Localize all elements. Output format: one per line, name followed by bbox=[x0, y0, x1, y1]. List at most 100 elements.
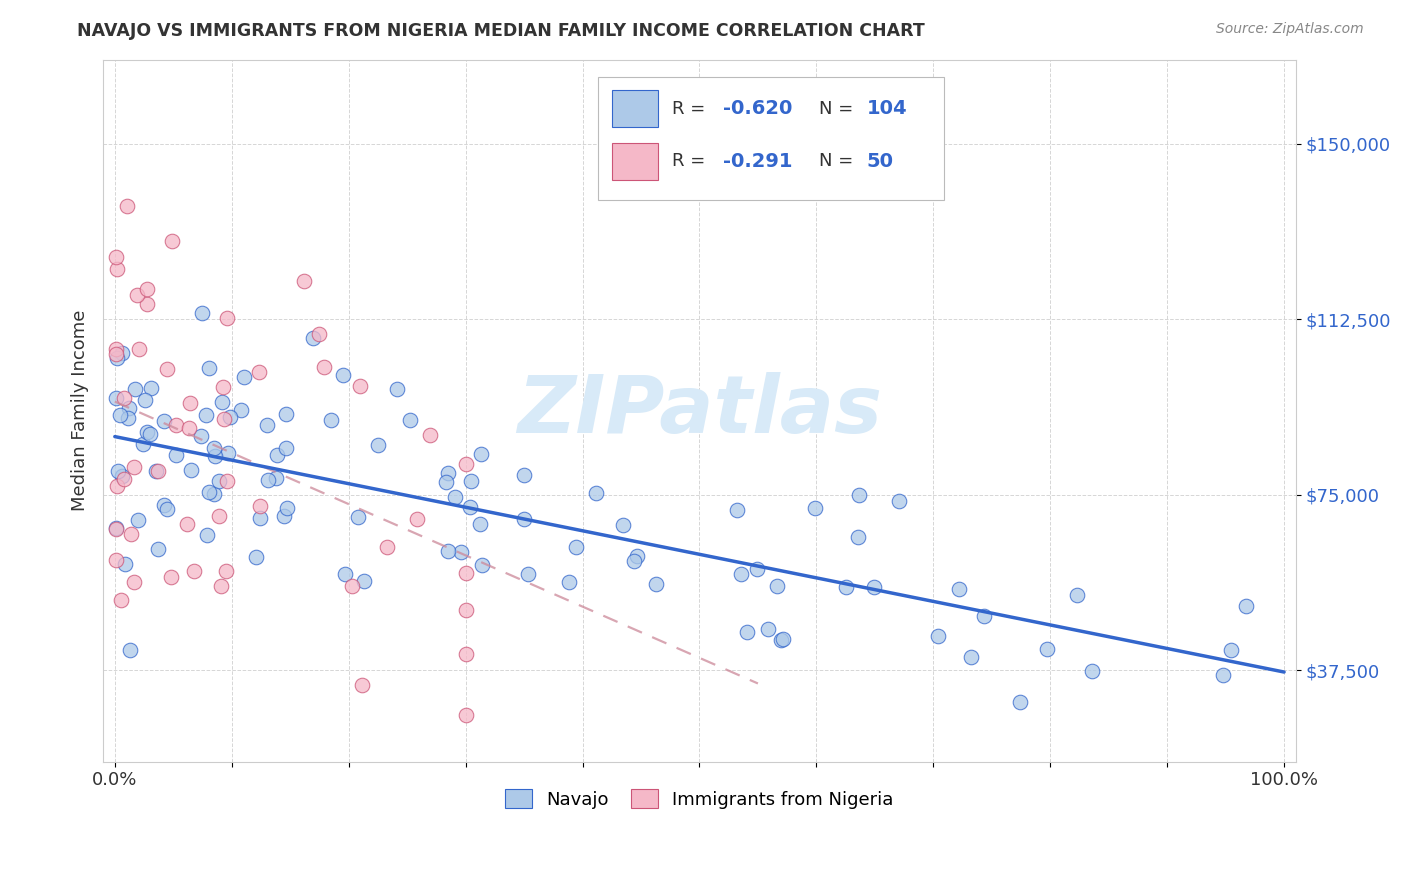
Point bbox=[214, 564, 236, 578]
Point bbox=[517, 567, 540, 582]
Point bbox=[127, 513, 149, 527]
Point bbox=[104, 347, 127, 361]
Point bbox=[312, 360, 335, 375]
Point bbox=[128, 342, 150, 356]
Point bbox=[104, 392, 127, 406]
Point bbox=[211, 395, 233, 409]
Point bbox=[117, 199, 139, 213]
Text: N =: N = bbox=[818, 100, 859, 118]
Text: NAVAJO VS IMMIGRANTS FROM NIGERIA MEDIAN FAMILY INCOME CORRELATION CHART: NAVAJO VS IMMIGRANTS FROM NIGERIA MEDIAN… bbox=[77, 22, 925, 40]
Point bbox=[1081, 664, 1104, 678]
Point bbox=[450, 544, 472, 558]
Point bbox=[1234, 599, 1257, 613]
Point bbox=[110, 592, 132, 607]
Point bbox=[105, 479, 128, 493]
Point bbox=[197, 528, 219, 542]
Point bbox=[160, 570, 183, 584]
Point bbox=[419, 427, 441, 442]
Point bbox=[460, 474, 482, 488]
Point bbox=[471, 558, 494, 572]
Point bbox=[122, 574, 145, 589]
Point bbox=[165, 448, 187, 462]
Point bbox=[468, 517, 491, 532]
Point bbox=[335, 567, 357, 582]
Point bbox=[114, 557, 136, 571]
Point bbox=[190, 429, 212, 443]
Text: -0.291: -0.291 bbox=[723, 152, 793, 171]
Point bbox=[257, 473, 280, 487]
Point bbox=[513, 511, 536, 525]
FancyBboxPatch shape bbox=[598, 77, 943, 200]
Point bbox=[747, 561, 769, 575]
Point bbox=[332, 368, 354, 382]
Point bbox=[725, 503, 748, 517]
Point bbox=[198, 485, 221, 500]
Legend: Navajo, Immigrants from Nigeria: Navajo, Immigrants from Nigeria bbox=[498, 782, 901, 816]
Point bbox=[212, 380, 235, 394]
Point bbox=[804, 500, 827, 515]
Point bbox=[135, 425, 157, 439]
Point bbox=[612, 517, 634, 532]
Point bbox=[973, 609, 995, 624]
Point bbox=[134, 393, 156, 408]
Point bbox=[208, 474, 231, 488]
Point bbox=[454, 603, 477, 617]
Point bbox=[104, 250, 127, 264]
Point bbox=[112, 472, 135, 486]
Point bbox=[118, 401, 141, 415]
Point bbox=[342, 579, 364, 593]
Point bbox=[347, 510, 370, 524]
Point bbox=[152, 498, 174, 512]
Point bbox=[266, 448, 288, 462]
Point bbox=[848, 487, 870, 501]
Bar bbox=[613, 90, 658, 127]
Point bbox=[217, 446, 239, 460]
Point bbox=[349, 379, 371, 393]
Point bbox=[247, 365, 270, 379]
Point bbox=[273, 508, 295, 523]
Point bbox=[927, 629, 949, 643]
Point bbox=[353, 574, 375, 588]
Point bbox=[1212, 668, 1234, 682]
Point bbox=[136, 297, 159, 311]
Point bbox=[887, 493, 910, 508]
Point bbox=[266, 471, 288, 485]
Point bbox=[124, 383, 146, 397]
Point bbox=[434, 475, 457, 489]
Point bbox=[233, 370, 256, 384]
Point bbox=[772, 632, 794, 646]
Point bbox=[1036, 642, 1059, 657]
Point bbox=[146, 464, 169, 478]
Point bbox=[375, 541, 398, 555]
Text: R =: R = bbox=[672, 100, 711, 118]
Text: R =: R = bbox=[672, 153, 711, 170]
Text: Source: ZipAtlas.com: Source: ZipAtlas.com bbox=[1216, 22, 1364, 37]
Point bbox=[766, 579, 789, 593]
Point bbox=[153, 414, 176, 428]
Point bbox=[367, 438, 389, 452]
Point bbox=[245, 550, 267, 565]
Point bbox=[104, 343, 127, 357]
Point bbox=[1066, 589, 1088, 603]
Point bbox=[644, 576, 666, 591]
Point bbox=[846, 530, 869, 544]
Point bbox=[179, 421, 201, 435]
Point bbox=[564, 540, 586, 554]
Text: N =: N = bbox=[818, 153, 859, 170]
Point bbox=[107, 465, 129, 479]
Point bbox=[191, 305, 214, 319]
Point bbox=[156, 361, 179, 376]
Point bbox=[308, 327, 330, 342]
Point bbox=[948, 582, 970, 597]
Point bbox=[770, 632, 793, 647]
Point bbox=[319, 413, 342, 427]
Point bbox=[204, 450, 226, 464]
Point bbox=[249, 499, 271, 513]
Point bbox=[104, 552, 127, 566]
Point bbox=[202, 442, 225, 456]
Point bbox=[454, 708, 477, 723]
Point bbox=[249, 511, 271, 525]
Point bbox=[437, 543, 460, 558]
Point bbox=[111, 469, 134, 483]
Point bbox=[105, 262, 128, 277]
